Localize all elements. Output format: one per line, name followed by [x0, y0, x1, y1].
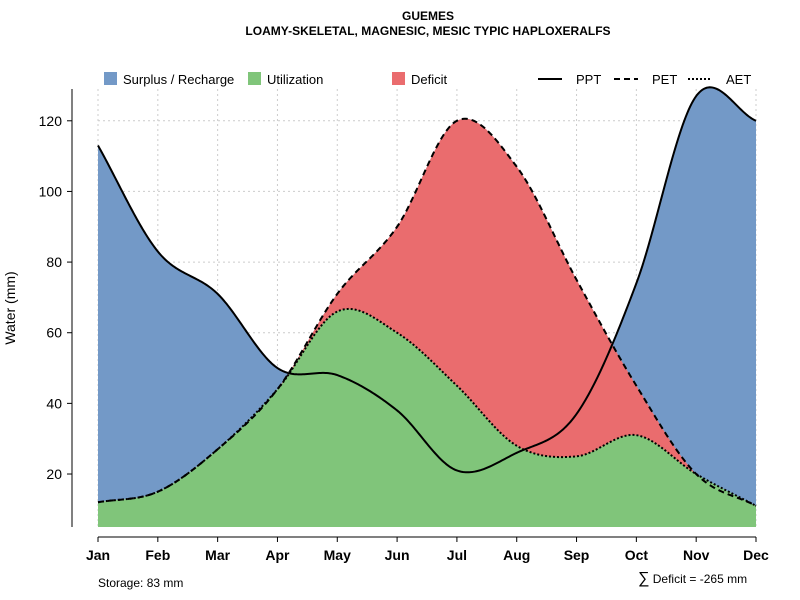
legend-label-pet: PET [652, 72, 677, 87]
y-tick-label: 40 [46, 395, 62, 411]
x-tick-label: Jul [447, 547, 467, 563]
x-tick-label: May [324, 547, 351, 563]
legend: Surplus / Recharge Utilization Deficit PPT P… [104, 72, 751, 87]
deficit-annotation: ∑ Deficit = -265 mm [638, 570, 747, 588]
chart-title: GUEMES [401, 9, 454, 23]
y-tick-label: 20 [46, 466, 62, 482]
storage-annotation: Storage: 83 mm [98, 576, 184, 590]
legend-label-aet: AET [726, 72, 751, 87]
utilization-area [98, 308, 756, 527]
x-tick-label: Oct [625, 547, 649, 563]
y-tick-label: 80 [46, 254, 62, 270]
legend-label-surplus: Surplus / Recharge [123, 72, 234, 87]
y-tick-label: 120 [39, 113, 63, 129]
x-tick-label: Feb [145, 547, 170, 563]
aet-line [97, 307, 757, 507]
x-tick-label: Apr [265, 547, 290, 563]
x-tick-label: Nov [683, 547, 710, 563]
x-tick-label: Sep [564, 547, 590, 563]
x-tick-label: Jun [385, 547, 410, 563]
legend-swatch-surplus [104, 72, 117, 85]
x-tick-label: Aug [503, 547, 530, 563]
legend-swatch-deficit [392, 72, 405, 85]
y-tick-label: 100 [39, 183, 63, 199]
x-tick-label: Jan [86, 547, 110, 563]
legend-label-deficit: Deficit [411, 72, 448, 87]
sum-icon: ∑ [638, 570, 650, 587]
deficit-annotation-text: Deficit = -265 mm [652, 572, 748, 586]
y-tick-label: 60 [46, 325, 62, 341]
y-axis: 20 40 60 80 100 120 Water (mm) [2, 89, 73, 527]
legend-label-utilization: Utilization [267, 72, 323, 87]
chart-subtitle: LOAMY-SKELETAL, MAGNESIC, MESIC TYPIC HA… [245, 24, 611, 38]
legend-swatch-utilization [248, 72, 261, 85]
ppt-line [97, 86, 757, 474]
x-axis: Jan Feb Mar Apr May Jun Jul Aug Sep Oct Nov Dec [86, 536, 769, 563]
x-tick-label: Dec [743, 547, 769, 563]
y-axis-label: Water (mm) [2, 271, 18, 344]
x-tick-label: Mar [205, 547, 230, 563]
legend-label-ppt: PPT [576, 72, 601, 87]
